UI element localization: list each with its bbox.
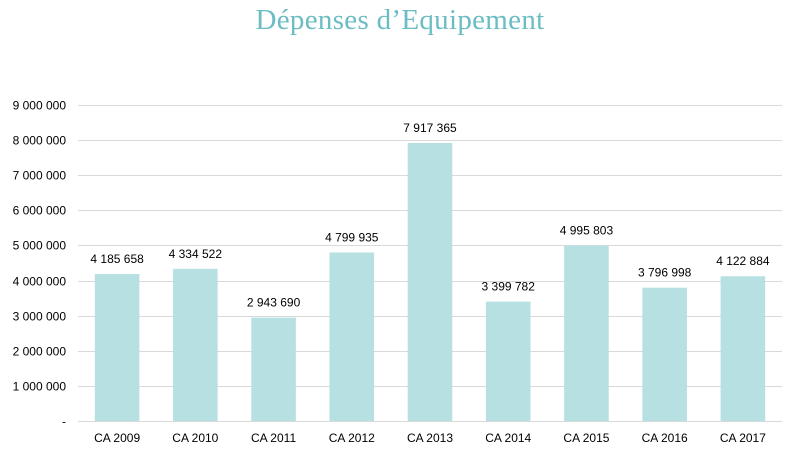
bar <box>720 276 766 421</box>
x-tick-label: CA 2010 <box>172 431 218 445</box>
y-tick-label: 6 000 000 <box>13 204 67 218</box>
bar <box>173 268 218 421</box>
y-tick-label: 9 000 000 <box>13 99 67 113</box>
y-tick-label: 5 000 000 <box>13 239 67 253</box>
bar <box>251 317 296 421</box>
chart-title: Dépenses d’Equipement <box>255 4 545 36</box>
bar <box>94 274 140 421</box>
data-labels: 4 185 658 4 334 522 2 943 690 4 799 935 7 91… <box>90 121 769 310</box>
y-tick-label: 4 000 000 <box>13 275 67 289</box>
data-label: 4 334 522 <box>169 247 223 261</box>
x-tick-label: CA 2011 <box>251 431 296 445</box>
data-label: 4 122 884 <box>716 254 770 268</box>
data-label: 4 995 803 <box>560 224 614 238</box>
y-tick-label: 7 000 000 <box>13 169 67 183</box>
bar <box>329 252 375 421</box>
bar <box>564 245 609 421</box>
x-axis-tick-labels: CA 2009 CA 2010 CA 2011 CA 2012 CA 2013 CA 20… <box>94 431 766 445</box>
x-tick-label: CA 2012 <box>329 431 375 445</box>
bar <box>485 301 531 421</box>
x-tick-label: CA 2014 <box>485 431 531 445</box>
y-tick-label: 1 000 000 <box>13 380 67 394</box>
data-label: 4 799 935 <box>325 230 379 244</box>
x-tick-label: CA 2013 <box>407 431 453 445</box>
data-label: 7 917 365 <box>403 121 457 135</box>
x-tick-label: CA 2009 <box>94 431 140 445</box>
x-tick-label: CA 2017 <box>720 431 766 445</box>
y-tick-label: 2 000 000 <box>13 345 67 359</box>
y-tick-label: - <box>62 415 66 429</box>
x-tick-label: CA 2016 <box>642 431 688 445</box>
data-label: 3 796 998 <box>638 266 692 280</box>
data-label: 4 185 658 <box>90 252 144 266</box>
x-tick-label: CA 2015 <box>563 431 609 445</box>
data-label: 3 399 782 <box>482 280 536 294</box>
data-label: 2 943 690 <box>247 296 301 310</box>
bar <box>407 143 453 421</box>
y-tick-label: 8 000 000 <box>13 134 67 148</box>
bar <box>642 287 687 421</box>
y-axis-tick-labels: - 1 000 000 2 000 000 3 000 000 4 000 000 5 0… <box>13 99 67 429</box>
y-tick-label: 3 000 000 <box>13 310 67 324</box>
bars <box>94 143 766 421</box>
